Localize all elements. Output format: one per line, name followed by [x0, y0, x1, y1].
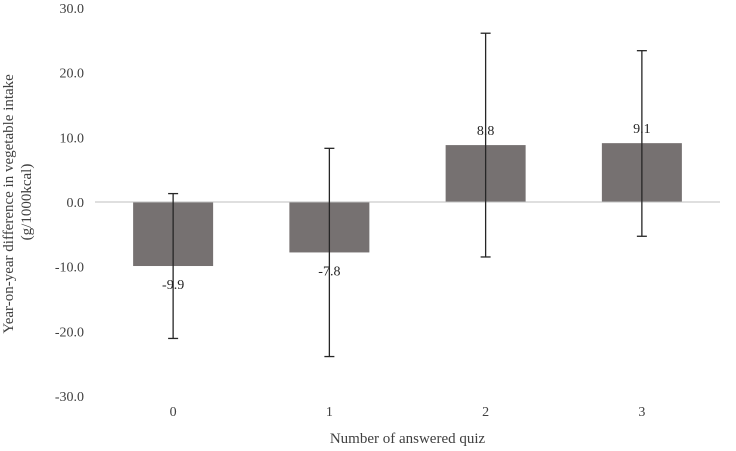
- y-axis-title-line-2: (g/1000kcal): [19, 164, 35, 241]
- y-tick-label: 10.0: [60, 131, 85, 146]
- data-labels: -9.9 -7.8 8.8 9.1: [162, 122, 651, 293]
- y-tick-label: -20.0: [55, 325, 84, 340]
- data-label: -7.8: [318, 264, 340, 279]
- y-axis-ticks: -30.0 -20.0 -10.0 0.0 10.0 20.0 30.0: [55, 2, 84, 405]
- bars: [133, 143, 682, 267]
- y-tick-label: -30.0: [55, 390, 84, 405]
- error-bar-0: [168, 192, 179, 340]
- data-label: 8.8: [477, 124, 495, 139]
- x-tick-label: 0: [170, 405, 177, 420]
- x-tick-label: 2: [482, 405, 489, 420]
- y-tick-label: 30.0: [60, 2, 85, 17]
- y-tick-label: 0.0: [67, 196, 85, 211]
- x-axis-ticks: 0 1 2 3: [170, 405, 646, 420]
- error-bar-3: [636, 50, 647, 237]
- error-bar-2: [480, 32, 491, 258]
- data-label: -9.9: [162, 278, 184, 293]
- error-bar-1: [324, 147, 335, 358]
- y-axis-title-line-1: Year-on-year difference in vegetable int…: [1, 74, 17, 334]
- y-axis-title: Year-on-year difference in vegetable int…: [1, 70, 35, 333]
- y-tick-label: 20.0: [60, 67, 85, 82]
- data-label: 9.1: [633, 122, 651, 137]
- error-bars: [168, 32, 647, 358]
- x-axis-title: Number of answered quiz: [330, 431, 486, 447]
- x-tick-label: 1: [326, 405, 333, 420]
- y-tick-label: -10.0: [55, 261, 84, 276]
- x-tick-label: 3: [638, 405, 645, 420]
